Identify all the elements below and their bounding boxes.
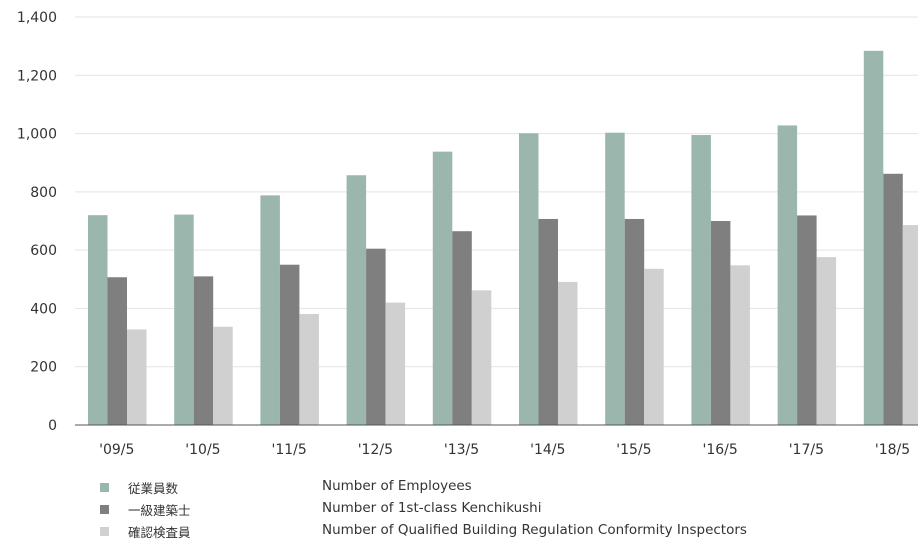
- legend-label-jp: 一級建築士: [128, 503, 191, 518]
- legend-item-inspectors: 確認検査員 Number of Qualified Building Regul…: [100, 522, 860, 544]
- bar-employees: [260, 195, 280, 425]
- legend-label-en: Number of Qualified Building Regulation …: [322, 522, 747, 538]
- bar-employees: [346, 175, 367, 425]
- legend-swatch-employees: [100, 483, 109, 492]
- bar-inspectors: [213, 326, 233, 425]
- x-tick-label: '16/5: [703, 442, 738, 458]
- bar-kenchikushi: [624, 218, 645, 425]
- y-tick-label: 1,200: [17, 68, 57, 84]
- bar-inspectors: [385, 302, 406, 425]
- bar-kenchikushi: [710, 221, 731, 425]
- x-tick-label: '14/5: [530, 442, 565, 458]
- y-tick-label: 1,400: [17, 10, 57, 26]
- legend-label-jp: 従業員数: [128, 481, 179, 496]
- bar-inspectors: [558, 281, 578, 425]
- bar-kenchikushi: [797, 215, 817, 425]
- y-axis-tick-labels: 0 200 400 600 800 1,000 1,200 1,400: [17, 10, 57, 434]
- bar-inspectors: [471, 290, 492, 425]
- legend: 従業員数 Number of Employees 一級建築士 Number of…: [100, 478, 860, 544]
- bar-employees: [863, 50, 884, 425]
- legend-label-jp: 確認検査員: [128, 525, 191, 540]
- y-tick-label: 600: [30, 243, 57, 259]
- x-tick-label: '17/5: [789, 442, 824, 458]
- bars: [88, 50, 918, 425]
- bar-employees: [691, 135, 711, 425]
- y-tick-label: 1,000: [17, 127, 57, 143]
- legend-label-en: Number of Employees: [322, 478, 472, 494]
- bar-kenchikushi: [366, 248, 386, 425]
- bar-employees: [777, 125, 798, 425]
- bar-inspectors: [127, 329, 147, 425]
- bar-inspectors: [730, 265, 750, 425]
- bar-inspectors: [816, 257, 837, 425]
- x-axis-tick-labels: '09/5 '10/5 '11/5 '12/5 '13/5 '14/5 '15/5 '16/5…: [99, 442, 910, 458]
- bar-inspectors: [644, 268, 664, 425]
- bar-kenchikushi: [107, 277, 127, 425]
- y-tick-label: 0: [48, 418, 57, 434]
- x-tick-label: '09/5: [99, 442, 134, 458]
- legend-label-en: Number of 1st-class Kenchikushi: [322, 500, 542, 516]
- x-tick-label: '18/5: [875, 442, 910, 458]
- bar-employees: [88, 215, 108, 425]
- bar-employees: [432, 151, 453, 425]
- bar-kenchikushi: [193, 276, 214, 425]
- bar-employees: [605, 132, 625, 425]
- x-tick-label: '13/5: [444, 442, 479, 458]
- x-tick-label: '12/5: [358, 442, 393, 458]
- gridlines: [75, 16, 918, 368]
- x-tick-label: '10/5: [185, 442, 220, 458]
- y-tick-label: 200: [30, 360, 57, 376]
- y-tick-label: 400: [30, 301, 57, 317]
- bar-inspectors: [902, 225, 918, 425]
- legend-swatch-inspectors: [100, 527, 109, 536]
- x-tick-label: '15/5: [616, 442, 651, 458]
- bar-kenchikushi: [538, 218, 558, 425]
- y-tick-label: 800: [30, 185, 57, 201]
- bar-kenchikushi: [452, 231, 472, 425]
- bar-inspectors: [299, 313, 319, 425]
- x-tick-label: '11/5: [272, 442, 307, 458]
- bar-kenchikushi: [279, 264, 300, 425]
- legend-item-kenchikushi: 一級建築士 Number of 1st-class Kenchikushi: [100, 500, 860, 522]
- bar-kenchikushi: [883, 173, 903, 425]
- bar-employees: [519, 133, 539, 425]
- bar-employees: [174, 214, 194, 425]
- legend-swatch-kenchikushi: [100, 505, 109, 514]
- legend-item-employees: 従業員数 Number of Employees: [100, 478, 860, 500]
